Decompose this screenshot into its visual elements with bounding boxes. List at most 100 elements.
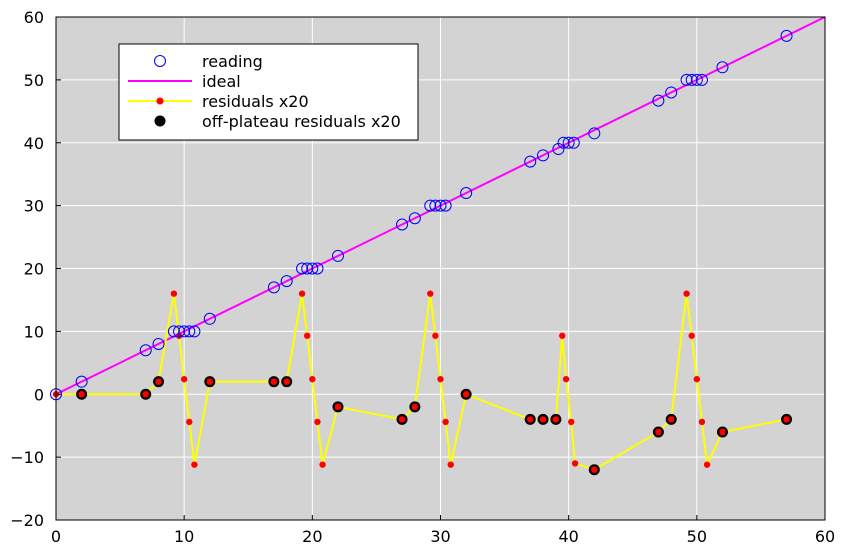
data-point-reading [562,136,575,149]
data-point-reading [429,199,442,212]
legend-label-off-plateau: off-plateau residuals x20 [202,112,401,131]
y-tick-label: 0 [34,385,44,404]
data-point-residual [527,416,534,423]
x-tick-label: 50 [687,527,707,546]
data-point-residual [442,418,449,426]
data-point-reading [460,187,473,200]
legend: reading ideal residuals x20 off-plateau … [118,43,419,141]
data-point-reading [75,375,88,388]
data-point-residual [180,375,188,383]
x-tick-label: 30 [430,527,450,546]
data-point-residual [411,403,419,411]
data-point-residual [206,378,213,385]
data-point-reading [167,325,180,338]
data-point-reading [690,73,703,86]
data-point-residual [668,416,675,423]
data-point-reading [680,73,693,86]
data-point-reading [267,281,280,294]
legend-label-residuals: residuals x20 [202,92,309,111]
legend-marker-reading [154,55,166,67]
y-tick-label: −10 [10,448,44,467]
series-layer [50,16,826,476]
data-point-residual [559,332,566,339]
legend-label-ideal: ideal [202,72,241,91]
data-point-reading [434,199,447,212]
data-point-residual [591,466,598,473]
data-point-reading [665,86,678,99]
data-point-residual [447,461,454,468]
data-point-reading [296,262,309,275]
data-point-residual [462,391,470,398]
data-point-residual [703,461,711,468]
data-point-reading [183,325,196,338]
legend-marker-residuals-dot [156,97,164,105]
data-point-residual [693,375,701,383]
data-point-reading [301,262,314,275]
data-point-reading [567,136,580,149]
data-point-residual [719,428,726,436]
data-point-residual [783,416,790,423]
data-point-residual [314,418,321,426]
data-point-reading [311,262,324,275]
data-point-reading [408,212,421,225]
data-point-reading [524,155,537,168]
data-point-residual [283,378,290,385]
data-point-residual [270,378,278,385]
x-tick-label: 0 [51,527,61,546]
data-point-reading [203,312,216,325]
data-point-reading [716,61,729,74]
data-point-residual [562,375,570,383]
data-point-reading [439,199,452,212]
data-point-residual [437,375,444,383]
data-point-reading [695,73,708,86]
y-tick-label: −20 [10,511,44,530]
legend-label-reading: reading [202,52,263,71]
data-point-residual [319,461,326,468]
data-point-residual [655,428,662,436]
data-point-residual [298,290,306,297]
data-point-residual [175,332,183,339]
data-point-reading [652,94,665,107]
y-tick-label: 60 [24,8,44,27]
data-point-reading [588,127,601,140]
y-tick-label: 20 [24,260,44,279]
data-point-reading [331,249,344,262]
y-tick-label: 40 [24,134,44,153]
data-point-reading [424,199,437,212]
data-point-residual [568,418,575,426]
data-point-residual [698,418,706,426]
data-point-residual [170,290,178,297]
data-point-residual [683,290,690,297]
x-tick-label: 20 [302,527,322,546]
x-tick-label: 40 [558,527,578,546]
data-point-residual [309,375,316,383]
data-point-reading [557,136,570,149]
x-tick-label: 60 [815,527,835,546]
legend-marker-off-plateau [154,115,166,127]
data-point-residual [688,332,695,339]
data-point-residual [142,391,149,398]
legend-box [118,43,419,141]
data-point-residual [304,332,311,339]
data-point-residual [191,461,198,468]
data-point-reading [537,149,550,162]
data-point-reading [306,262,319,275]
data-point-reading [152,337,165,350]
axes: 0 10 20 30 40 50 60 −20 −10 0 10 20 30 40 50 60 [10,8,835,546]
data-point-reading [396,218,409,231]
data-point-residual [186,418,193,426]
data-point-residual [432,332,439,339]
data-point-residual [552,416,560,423]
data-point-residual [334,403,342,411]
data-point-reading [188,325,201,338]
data-point-reading [173,325,186,338]
data-point-reading [685,73,698,86]
y-tick-label: 30 [24,197,44,216]
data-point-reading [139,344,152,357]
data-point-residual [571,460,579,467]
data-point-residual [539,416,547,423]
data-point-residual [78,391,85,398]
data-point-reading [280,275,293,288]
